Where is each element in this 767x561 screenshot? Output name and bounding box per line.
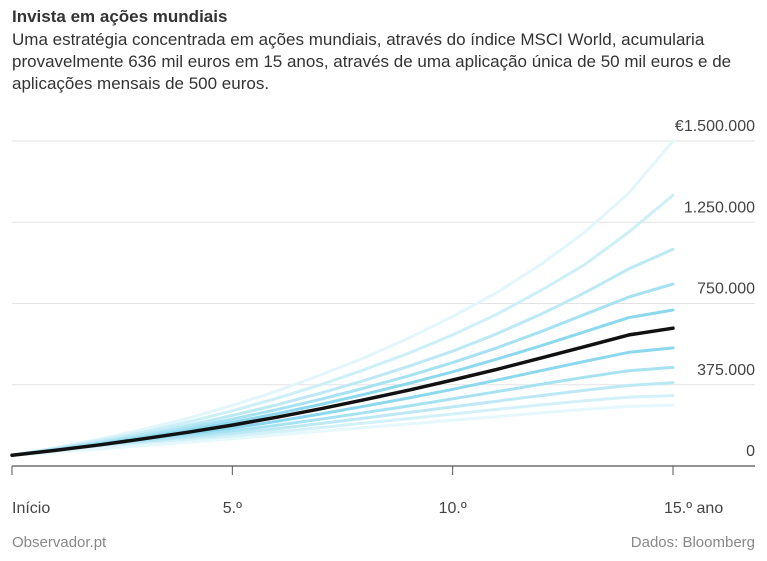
footer-credit: Observador.pt [12,534,107,551]
y-tick-label: 1.250.000 [684,199,755,216]
y-tick-label: 0 [746,443,755,460]
x-tick-label: 5.º [223,500,242,517]
chart-title: Invista em ações mundiais [12,7,228,26]
y-tick-label: 375.000 [697,362,755,379]
y-tick-label: 750.000 [697,281,755,298]
x-tick-label: 10.º [439,500,467,517]
y-tick-labels: 0 375.000 750.000 1.250.000 €1.500.000 [675,118,755,460]
footer-source: Dados: Bloomberg [630,534,755,551]
scenario-series-line [10,403,675,457]
grid-lines [12,140,755,386]
y-tick-label: €1.500.000 [675,118,755,135]
scenario-series-line [10,139,675,457]
scenario-series-line [10,308,675,457]
chart-subtitle: Uma estratégia concentrada em ações mund… [12,30,732,93]
x-tick-labels: Início 5.º 10.º 15.º ano [12,500,723,517]
axes [11,465,755,475]
scenario-series-line [10,193,675,457]
x-tick-label: 15.º ano [664,500,723,517]
x-tick-label: Início [12,500,50,517]
series-group [10,139,675,457]
median-series-line [10,326,675,457]
